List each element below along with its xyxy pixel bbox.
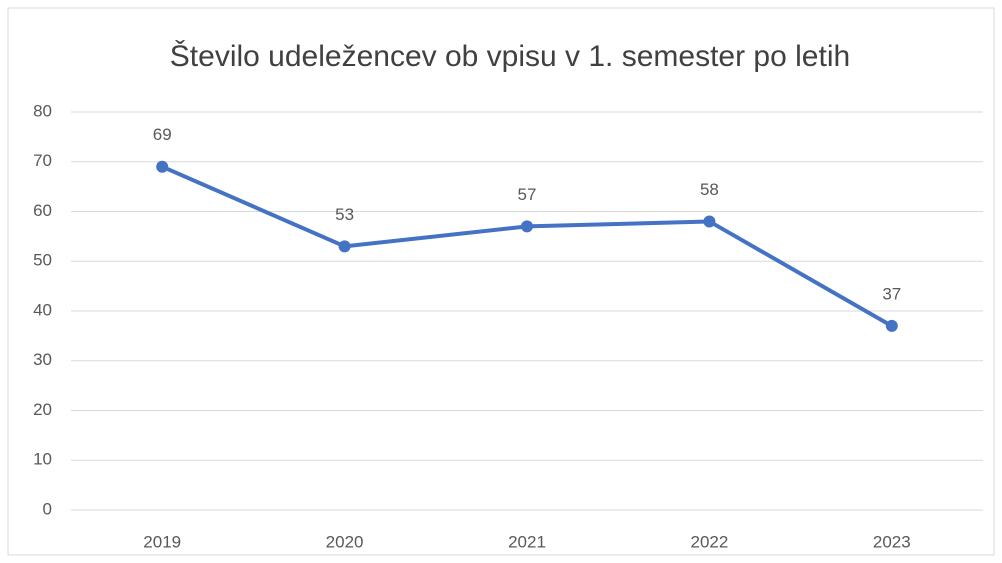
y-tick-label: 60 [33,201,52,220]
y-tick-label: 10 [33,450,52,469]
data-label: 57 [518,185,537,204]
data-point [521,220,533,233]
y-tick-label: 0 [43,499,52,518]
y-tick-label: 30 [33,350,52,369]
data-label: 37 [882,284,901,303]
x-tick-label: 2022 [690,532,728,551]
data-point [885,319,898,332]
y-tick-label: 70 [33,151,52,170]
y-tick-label: 50 [33,251,52,270]
chart-title: Število udeležencev ob vpisu v 1. semest… [170,39,850,73]
data-point [338,240,351,253]
y-tick-label: 80 [33,101,52,120]
data-label: 69 [153,125,172,144]
x-tick-label: 2019 [143,532,181,551]
data-point [156,160,169,173]
data-label: 53 [335,205,354,224]
y-tick-label: 20 [33,400,52,419]
y-tick-label: 40 [33,300,52,319]
x-tick-label: 2020 [326,532,364,551]
x-tick-label: 2021 [508,532,546,551]
data-point [703,215,716,228]
chart-border [7,7,995,556]
x-tick-label: 2023 [873,532,911,551]
data-label: 58 [700,180,719,199]
